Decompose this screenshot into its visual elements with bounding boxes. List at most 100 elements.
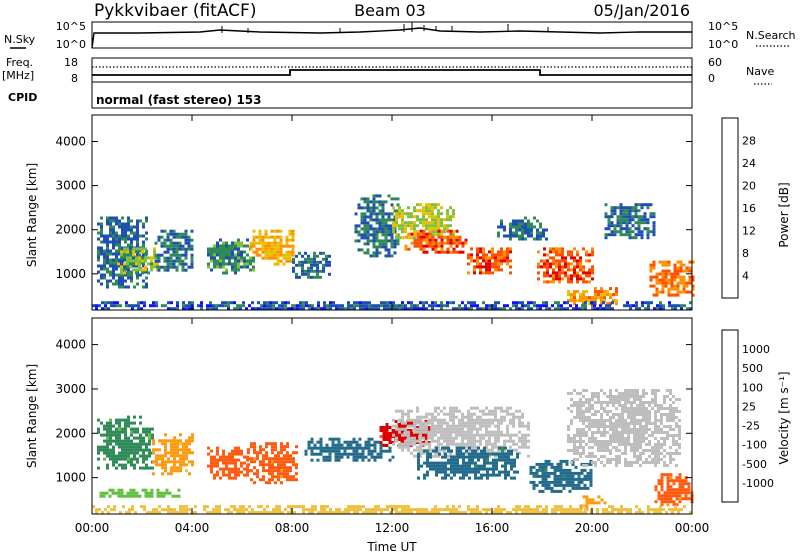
- power-data-cell: [328, 260, 331, 264]
- velocity-data-cell: [654, 404, 657, 407]
- velocity-data-cell: [401, 511, 404, 515]
- velocity-data-cell: [630, 401, 633, 404]
- power-data-cell: [515, 301, 518, 305]
- power-data-cell: [381, 227, 385, 231]
- velocity-data-cell: [550, 471, 554, 475]
- velocity-data-cell: [148, 439, 151, 443]
- velocity-data-cell: [283, 472, 286, 476]
- power-data-cell: [452, 209, 455, 213]
- velocity-data-cell: [164, 508, 167, 512]
- velocity-data-cell: [262, 469, 265, 473]
- power-data-cell: [446, 218, 449, 222]
- velocity-data-cell: [651, 392, 654, 395]
- velocity-data-cell: [359, 505, 362, 509]
- power-data-cell: [378, 212, 382, 216]
- velocity-data-cell: [407, 436, 410, 440]
- power-data-cell: [428, 238, 432, 242]
- velocity-data-cell: [292, 451, 295, 455]
- power-data-cell: [292, 266, 295, 270]
- power-data-cell: [413, 244, 417, 248]
- power-data-cell: [398, 224, 401, 228]
- velocity-data-cell: [251, 511, 254, 515]
- velocity-data-cell: [585, 401, 588, 404]
- power-data-cell: [150, 265, 153, 269]
- power-data-cell: [131, 304, 134, 308]
- velocity-data-cell: [527, 508, 530, 512]
- velocity-data-cell: [174, 494, 178, 498]
- power-data-cell: [682, 263, 686, 267]
- power-data-cell: [428, 221, 431, 225]
- velocity-data-cell: [471, 461, 474, 465]
- velocity-data-cell: [612, 404, 615, 407]
- velocity-data-cell: [117, 488, 121, 492]
- velocity-data-cell: [346, 455, 350, 459]
- velocity-data-cell: [97, 448, 100, 452]
- velocity-data-cell: [474, 452, 477, 456]
- velocity-data-cell: [654, 410, 657, 413]
- velocity-data-cell: [310, 452, 314, 456]
- velocity-data-cell: [434, 439, 437, 443]
- power-data-cell: [615, 290, 618, 294]
- power-data-cell: [216, 259, 219, 263]
- velocity-data-cell: [100, 433, 103, 437]
- power-data-cell: [104, 307, 107, 311]
- velocity-data-cell: [488, 430, 491, 434]
- velocity-data-cell: [343, 452, 347, 456]
- velocity-data-cell: [338, 511, 341, 515]
- velocity-data-cell: [657, 425, 660, 428]
- velocity-data-cell: [382, 449, 386, 453]
- velocity-data-cell: [608, 511, 611, 515]
- power-data-cell: [585, 296, 588, 300]
- power-data-cell: [387, 212, 391, 216]
- velocity-data-cell: [179, 508, 182, 512]
- velocity-data-cell: [521, 511, 524, 515]
- velocity-data-cell: [574, 483, 578, 487]
- velocity-data-cell: [441, 464, 444, 468]
- velocity-data-cell: [170, 469, 173, 473]
- power-data-cell: [569, 304, 572, 308]
- power-data-cell: [664, 278, 668, 282]
- power-data-cell: [637, 218, 641, 222]
- velocity-data-cell: [376, 452, 380, 456]
- velocity-data-cell: [518, 436, 521, 440]
- power-data-cell: [634, 215, 638, 219]
- power-data-cell: [264, 253, 268, 257]
- power-data-cell: [482, 301, 485, 305]
- power-data-cell: [422, 218, 425, 222]
- power-data-cell: [304, 257, 307, 261]
- power-data-cell: [328, 263, 331, 267]
- power-data-cell: [485, 259, 488, 263]
- velocity-data-cell: [147, 494, 151, 498]
- velocity-data-cell: [497, 508, 500, 512]
- power-data-cell: [390, 236, 394, 240]
- velocity-data-cell: [498, 458, 501, 462]
- velocity-data-cell: [507, 470, 510, 474]
- velocity-data-cell: [581, 511, 584, 515]
- velocity-data-cell: [492, 458, 495, 462]
- velocity-data-cell: [606, 401, 609, 404]
- velocity-data-cell: [404, 439, 407, 443]
- velocity-data-cell: [280, 466, 283, 470]
- velocity-data-cell: [660, 446, 663, 449]
- velocity-data-cell: [277, 454, 280, 458]
- power-data-cell: [539, 304, 542, 308]
- velocity-data-cell: [143, 505, 146, 509]
- power-data-cell: [599, 304, 602, 308]
- velocity-data-cell: [648, 440, 651, 443]
- power-data-cell: [325, 254, 328, 258]
- velocity-data-cell: [458, 409, 461, 413]
- velocity-data-cell: [603, 401, 606, 404]
- velocity-data-cell: [263, 511, 266, 515]
- power-data-cell: [500, 307, 503, 311]
- power-data-cell: [637, 224, 641, 228]
- velocity-data-cell: [654, 443, 657, 446]
- velocity-data-cell: [355, 443, 359, 447]
- power-data-cell: [170, 301, 173, 305]
- velocity-data-cell: [612, 428, 615, 431]
- power-data-cell: [644, 301, 647, 305]
- power-data-cell: [184, 241, 188, 245]
- velocity-data-cell: [560, 511, 563, 515]
- velocity-data-cell: [485, 427, 488, 431]
- power-data-cell: [396, 239, 400, 243]
- velocity-data-cell: [173, 442, 176, 446]
